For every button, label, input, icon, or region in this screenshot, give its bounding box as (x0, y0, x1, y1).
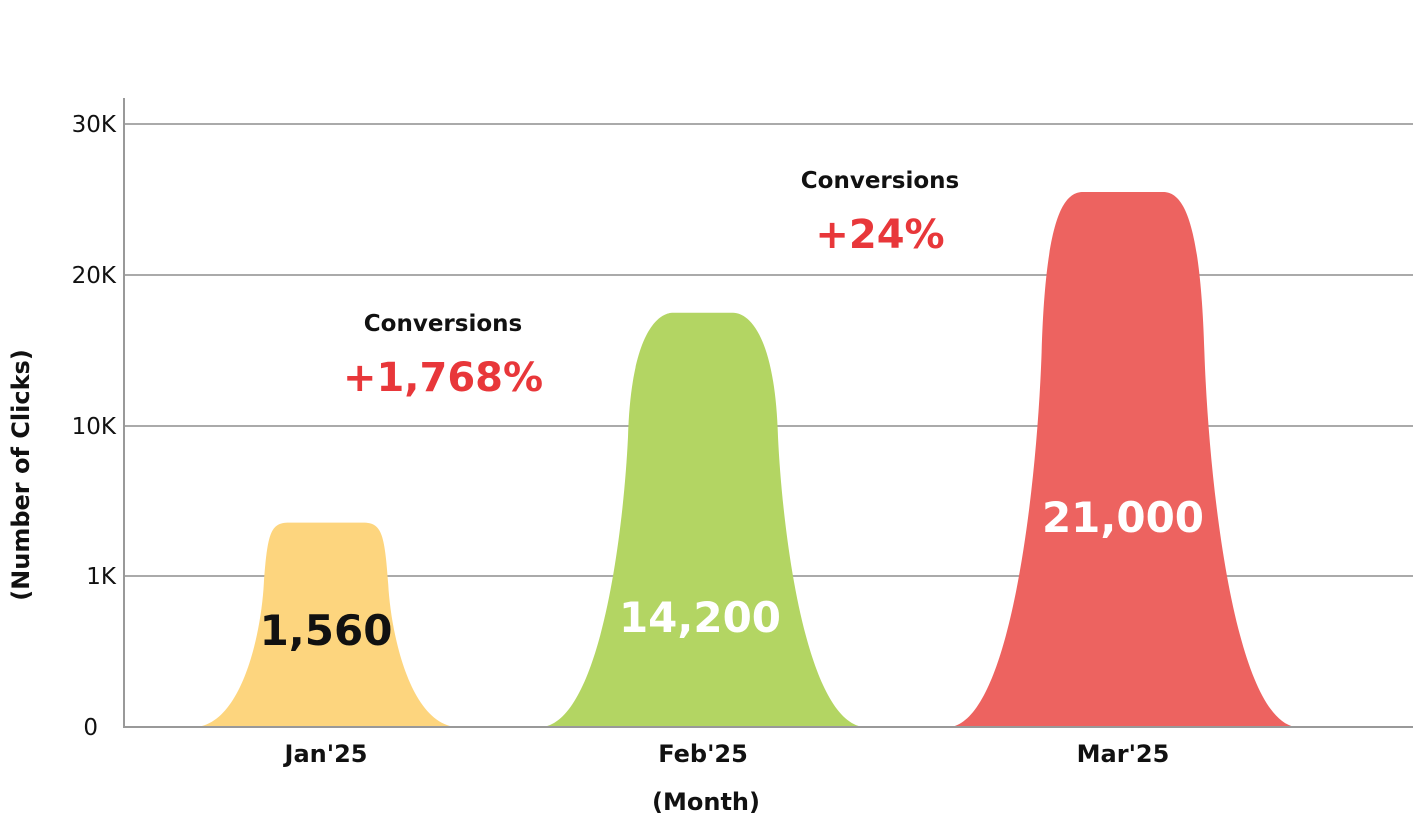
value-labels: 1,560 14,200 21,000 (260, 493, 1204, 655)
x-tick-label: Feb'25 (658, 740, 748, 768)
x-tick-label: Mar'25 (1077, 740, 1170, 768)
bell-0 (196, 522, 456, 727)
annotation-title: Conversions (801, 168, 959, 194)
value-label: 1,560 (260, 606, 393, 655)
bell-2 (951, 191, 1295, 727)
annotation-value: +24% (815, 212, 944, 258)
x-axis-title: (Month) (652, 788, 760, 816)
y-tick-label: 30K (72, 112, 117, 138)
y-axis-title: (Number of Clicks) (7, 349, 35, 601)
x-tick-labels: Jan'25 Feb'25 Mar'25 (283, 740, 1170, 768)
annotation-value: +1,768% (343, 355, 543, 401)
y-tick-label: 0 (83, 715, 98, 741)
y-tick-label: 10K (72, 414, 117, 440)
axes (123, 98, 1413, 728)
bell-1 (543, 312, 863, 727)
annotations: Conversions +1,768% Conversions +24% (343, 168, 959, 401)
x-tick-label: Jan'25 (283, 740, 368, 768)
y-tick-label: 1K (86, 564, 117, 590)
value-label: 14,200 (619, 593, 781, 642)
y-tick-label: 20K (72, 263, 117, 289)
bell-shapes (196, 191, 1295, 727)
value-label: 21,000 (1042, 493, 1204, 542)
y-tick-labels: 0 1K 10K 20K 30K (72, 112, 117, 741)
annotation-title: Conversions (364, 311, 522, 337)
